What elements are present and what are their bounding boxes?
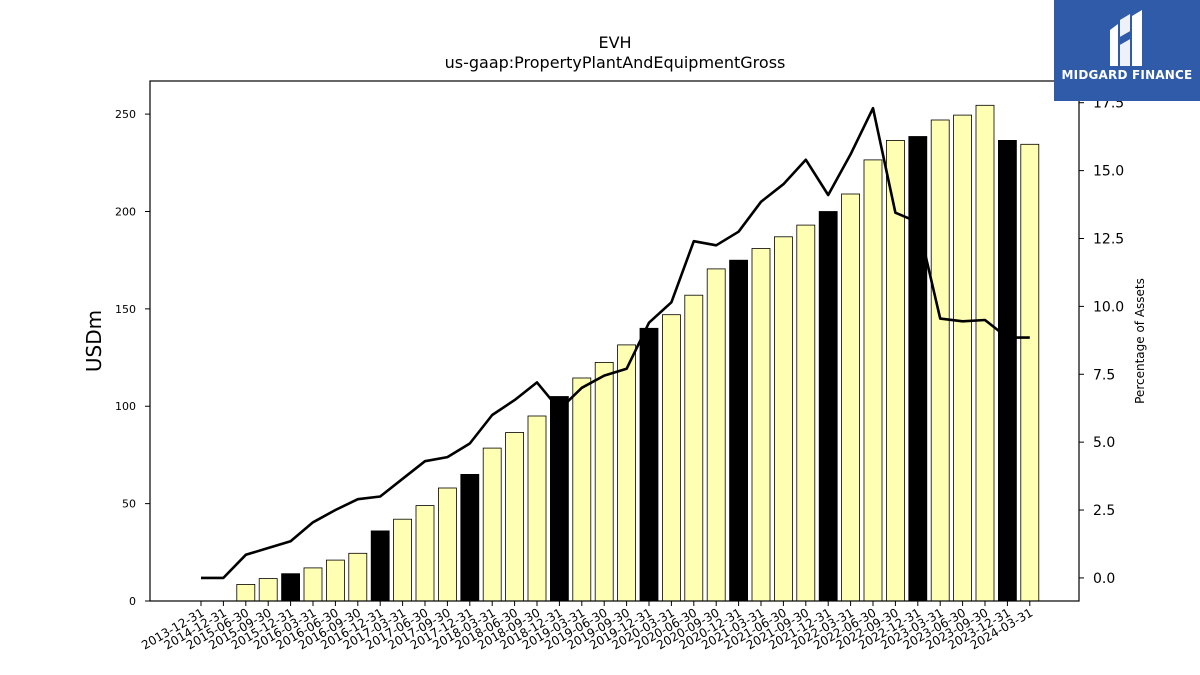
- bar-2016-06-30: [325, 559, 345, 602]
- bar-2023-09-30: [975, 104, 995, 602]
- bar-2021-09-30: [796, 224, 816, 602]
- y2-tick-label: 2.5: [1093, 503, 1115, 519]
- brand-logo: MIDGARD FINANCE: [1054, 0, 1200, 101]
- y2-tick-label: 7.5: [1093, 367, 1115, 383]
- midgard-logo-icon: [1110, 10, 1142, 66]
- y-tick-label: 150: [115, 303, 136, 316]
- bar-2022-03-31: [841, 193, 860, 602]
- bar-2021-12-31: [818, 211, 838, 602]
- bar-2020-03-31: [662, 314, 681, 602]
- bar-2023-06-30: [953, 114, 972, 602]
- brand-name: MIDGARD FINANCE: [1061, 68, 1193, 82]
- bar-2016-09-30: [348, 552, 368, 602]
- bar-2019-12-31: [639, 327, 659, 602]
- bar-2021-06-30: [774, 236, 793, 602]
- bar-2019-09-30: [617, 344, 636, 602]
- bar-2015-09-30: [258, 578, 278, 602]
- y2-tick-label: 5.0: [1093, 435, 1115, 451]
- bar-2020-12-31: [729, 259, 748, 602]
- y-tick-label: 50: [122, 498, 136, 511]
- line-group: [201, 106, 1030, 580]
- bar-2021-03-31: [751, 248, 771, 602]
- bar-2018-09-30: [527, 415, 547, 602]
- bar-2016-12-31: [370, 530, 390, 602]
- bar-2019-06-30: [594, 361, 614, 602]
- y-tick-label: 200: [115, 205, 136, 218]
- bar-2020-09-30: [706, 268, 726, 602]
- y-tick-label: 250: [115, 108, 136, 121]
- bar-2018-12-31: [550, 396, 569, 602]
- bar-2016-03-31: [303, 567, 323, 602]
- y2-tick-label: 0.0: [1093, 571, 1115, 587]
- percentage-line: [201, 106, 1030, 580]
- bar-2017-03-31: [393, 518, 413, 602]
- right-axis-ticks: 0.02.55.07.510.012.515.017.5: [1079, 96, 1124, 587]
- plot-frame: [149, 80, 1080, 602]
- chart-title: EVH: [598, 33, 631, 52]
- y-tick-label: 0: [129, 595, 136, 608]
- bar-2017-06-30: [415, 505, 435, 602]
- y2-axis-label: Percentage of Assets: [1133, 278, 1147, 404]
- bar-2022-12-31: [908, 136, 928, 602]
- y2-tick-label: 12.5: [1093, 231, 1124, 247]
- bar-2019-03-31: [572, 377, 592, 602]
- left-axis-ticks: 0 50 100 150 200 250: [115, 108, 150, 608]
- bar-2020-06-30: [684, 294, 704, 602]
- y2-tick-label: 10.0: [1093, 299, 1124, 315]
- y-axis-label: USDm: [82, 310, 106, 372]
- y-tick-label: 100: [115, 400, 136, 413]
- bar-2023-03-31: [930, 119, 950, 602]
- bar-2024-03-31: [1020, 143, 1040, 602]
- bar-2015-12-31: [281, 573, 301, 602]
- bar-2022-06-30: [863, 159, 883, 602]
- bar-2017-09-30: [437, 487, 457, 602]
- chart-subtitle: us-gaap:PropertyPlantAndEquipmentGross: [445, 53, 786, 72]
- bar-2015-06-30: [236, 584, 256, 602]
- bar-2018-03-31: [482, 447, 502, 602]
- y2-tick-label: 15.0: [1093, 164, 1124, 180]
- bar-group: [236, 104, 1040, 602]
- bar-2018-06-30: [505, 432, 525, 602]
- bar-2017-12-31: [460, 473, 480, 602]
- x-axis-ticks: 2013-12-312014-12-312015-06-302015-09-30…: [139, 601, 1035, 652]
- bar-2023-12-31: [998, 139, 1017, 602]
